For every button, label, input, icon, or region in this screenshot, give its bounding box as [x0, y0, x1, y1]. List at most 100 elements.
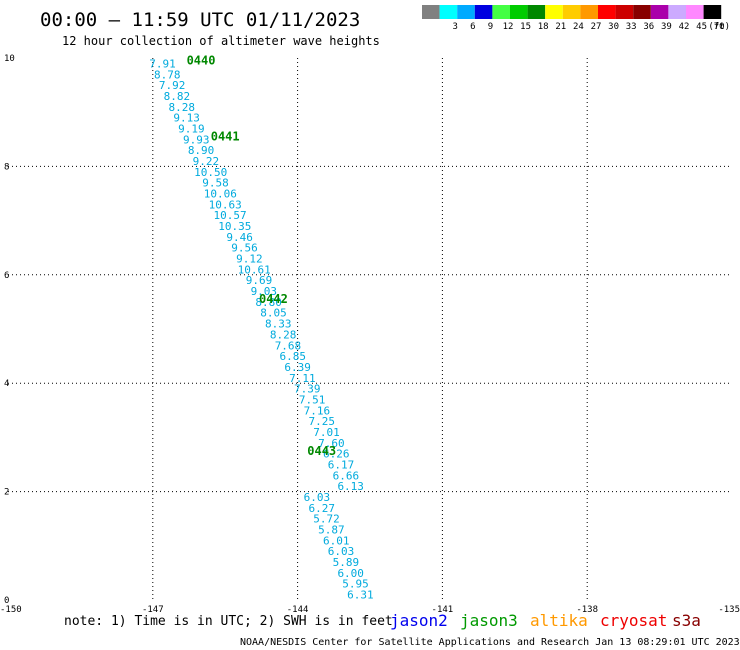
y-tick-label: 0 — [4, 596, 9, 606]
legend-label: 9 — [488, 22, 493, 32]
data-point-label: 10.06 — [204, 188, 237, 201]
legend-label: 24 — [573, 22, 584, 32]
data-point-label: 6.26 — [323, 448, 350, 461]
legend-label: 18 — [538, 22, 549, 32]
y-tick-label: 2 — [4, 488, 9, 498]
color-scale-legend: 3 6 9 12 15 18 21 24 27 30 33 36 39 42 45 70(ft) — [422, 5, 730, 32]
data-point-label: 9.03 — [251, 285, 278, 298]
legend-label: 6 — [470, 22, 475, 32]
data-point-label: 6.17 — [328, 459, 355, 472]
legend-label: 27 — [591, 22, 602, 32]
data-point-label: 5.72 — [313, 513, 340, 526]
legend-swatch — [703, 5, 722, 19]
time-annotations: 0440 0441 0442 0443 — [187, 54, 337, 458]
data-point-label: 10.61 — [238, 263, 271, 276]
data-point-label: 6.00 — [337, 567, 364, 580]
legend-unit: (ft) — [708, 22, 730, 32]
data-point-label: 8.78 — [154, 68, 181, 81]
legend-label: 33 — [626, 22, 637, 32]
x-tick-label: -141 — [432, 605, 454, 615]
legend-swatch — [457, 5, 475, 19]
data-point-label: 5.89 — [333, 556, 360, 569]
data-point-label: 5.95 — [342, 578, 369, 591]
data-point-label: 7.01 — [313, 426, 340, 439]
data-point-label: 7.60 — [318, 437, 345, 450]
time-annotation: 0443 — [307, 444, 336, 458]
data-point-label: 8.90 — [188, 144, 215, 157]
legend-label: 30 — [608, 22, 619, 32]
data-point-label: 9.46 — [226, 231, 253, 244]
data-point-label: 9.12 — [236, 253, 263, 266]
axis-ticks: -150 -147 -144 -141 -138 -135 0 2 4 6 8 10 — [0, 54, 740, 615]
plot-grid — [8, 58, 732, 600]
chart-title: 00:00 – 11:59 UTC 01/11/2023 — [40, 9, 360, 31]
x-tick-label: -138 — [576, 605, 598, 615]
data-point-label: 7.25 — [308, 415, 335, 428]
x-tick-label: -135 — [718, 605, 740, 615]
y-tick-label: 10 — [4, 54, 15, 64]
data-point-label: 6.39 — [284, 361, 311, 374]
wave-height-labels: 7.918.787.928.828.289.139.199.938.909.22… — [149, 57, 373, 601]
legend-swatch — [633, 5, 651, 19]
footer-credit: NOAA/NESDIS Center for Satellite Applica… — [240, 637, 740, 648]
satellite-legend-item: s3a — [672, 611, 701, 630]
data-point-label: 6.03 — [328, 545, 355, 558]
legend-label: 21 — [555, 22, 566, 32]
y-tick-label: 8 — [4, 162, 9, 172]
time-annotation: 0441 — [211, 130, 240, 144]
legend-swatch — [650, 5, 669, 19]
data-point-label: 6.66 — [333, 469, 360, 482]
time-annotation: 0442 — [259, 292, 288, 306]
data-point-label: 8.80 — [255, 296, 282, 309]
data-point-label: 6.27 — [308, 502, 335, 515]
legend-swatch — [474, 5, 493, 19]
legend-label: 45 — [696, 22, 707, 32]
data-point-label: 6.31 — [347, 589, 374, 602]
legend-swatch — [527, 5, 546, 19]
data-point-label: 7.16 — [304, 404, 331, 417]
legend-swatch — [545, 5, 563, 19]
data-point-label: 7.91 — [149, 57, 176, 70]
data-point-label: 7.68 — [275, 339, 302, 352]
data-point-label: 9.19 — [178, 122, 205, 135]
data-point-label: 8.82 — [164, 90, 191, 103]
satellite-legend-item: altika — [530, 611, 588, 630]
data-point-label: 9.58 — [202, 177, 229, 190]
data-point-label: 6.03 — [304, 491, 331, 504]
data-point-label: 6.85 — [280, 350, 307, 363]
data-point-label: 8.28 — [169, 101, 196, 114]
legend-swatch — [580, 5, 598, 19]
legend-swatch — [598, 5, 616, 19]
x-tick-label: -147 — [142, 605, 164, 615]
data-point-label: 9.93 — [183, 133, 210, 146]
data-point-label: 7.39 — [294, 383, 321, 396]
data-point-label: 6.01 — [323, 534, 350, 547]
data-point-label: 10.50 — [194, 166, 227, 179]
legend-label: 42 — [679, 22, 690, 32]
data-point-label: 8.33 — [265, 318, 292, 331]
data-point-label: 10.63 — [209, 198, 242, 211]
legend-swatch — [615, 5, 634, 19]
legend-label: 15 — [520, 22, 531, 32]
data-point-label: 9.13 — [173, 112, 200, 125]
x-tick-label: -150 — [0, 605, 22, 615]
data-point-label: 10.57 — [213, 209, 246, 222]
y-tick-label: 6 — [4, 271, 9, 281]
legend-label: 39 — [661, 22, 672, 32]
legend-swatch — [686, 5, 704, 19]
data-point-label: 9.69 — [246, 274, 273, 287]
data-point-label: 9.56 — [231, 242, 258, 255]
data-point-label: 7.11 — [289, 372, 316, 385]
legend-label: 70 — [714, 22, 725, 32]
x-tick-label: -144 — [287, 605, 309, 615]
satellite-legend-item: cryosat — [600, 611, 667, 630]
legend-swatch — [439, 5, 458, 19]
data-point-label: 10.35 — [218, 220, 251, 233]
legend-swatch — [510, 5, 528, 19]
legend-swatch — [492, 5, 510, 19]
data-point-label: 8.05 — [260, 307, 287, 320]
satellite-legend-item: jason2 — [390, 611, 448, 630]
legend-swatch — [562, 5, 581, 19]
data-point-label: 9.22 — [193, 155, 220, 168]
